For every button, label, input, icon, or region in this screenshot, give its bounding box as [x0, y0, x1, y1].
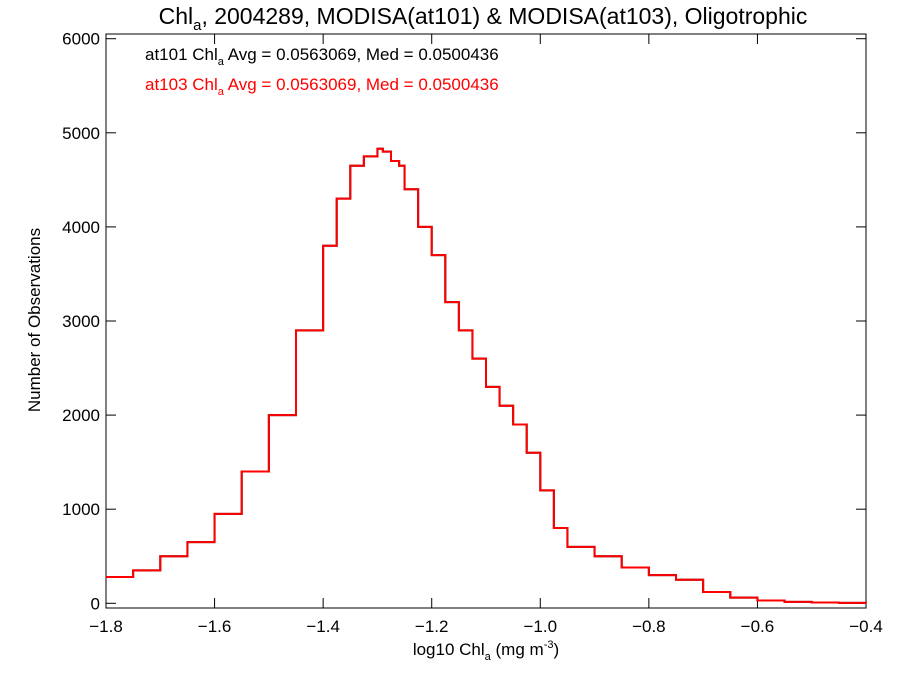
x-tick-label: −1.0 — [524, 617, 558, 636]
x-tick-label: −1.6 — [198, 617, 232, 636]
legend-entry-at103: at103 Chla Avg = 0.0563069, Med = 0.0500… — [145, 75, 499, 98]
y-tick-label: 1000 — [62, 500, 100, 519]
series-line-at103 — [106, 147, 867, 604]
y-axis-label: Number of Observations — [25, 228, 44, 412]
x-tick-label: −1.2 — [415, 617, 449, 636]
x-tick-label: −0.4 — [849, 617, 883, 636]
y-axis-ticks: 0 1000 2000 3000 4000 5000 6000 — [62, 30, 866, 613]
chart-title: Chla, 2004289, MODISA(at101) & MODISA(at… — [159, 3, 808, 34]
x-tick-label: −0.6 — [741, 617, 775, 636]
plot-frame — [105, 33, 867, 609]
x-tick-label: −0.8 — [632, 617, 666, 636]
y-tick-label: 3000 — [62, 312, 100, 331]
x-axis-label: log10 Chla (mg m-3) — [413, 639, 559, 663]
x-tick-label: −1.4 — [306, 617, 340, 636]
y-tick-label: 4000 — [62, 218, 100, 237]
y-tick-label: 5000 — [62, 124, 100, 143]
x-axis-ticks: −1.8 −1.6 −1.4 −1.2 −1.0 −0.8 −0.6 −0.4 — [89, 34, 883, 636]
y-tick-label: 0 — [91, 594, 100, 613]
x-tick-label: −1.8 — [89, 617, 123, 636]
y-tick-label: 2000 — [62, 406, 100, 425]
legend-entry-at101: at101 Chla Avg = 0.0563069, Med = 0.0500… — [145, 45, 499, 68]
y-tick-label: 6000 — [62, 30, 100, 49]
histogram-series-group — [106, 147, 867, 604]
